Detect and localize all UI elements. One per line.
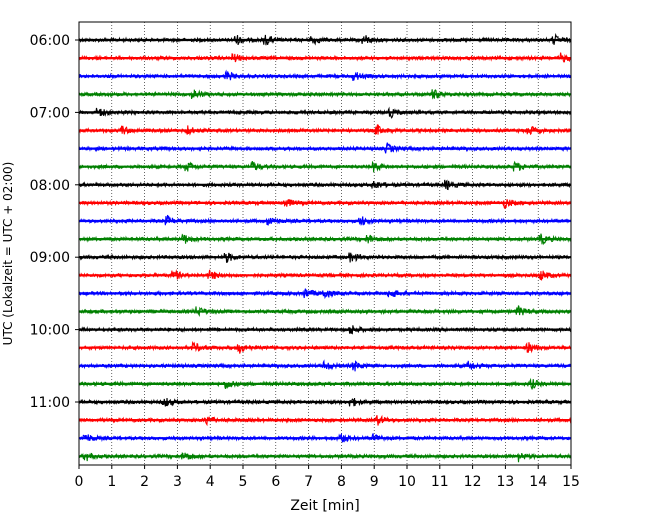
seismic-trace — [78, 89, 572, 100]
trace-line — [78, 305, 572, 317]
seismic-trace — [78, 52, 572, 63]
y-tick-label: 06:00 — [30, 33, 70, 49]
seismic-trace — [78, 69, 572, 82]
trace-layer — [78, 32, 572, 463]
seismic-trace — [78, 233, 572, 246]
seismic-trace — [78, 305, 572, 317]
x-tick-label: 13 — [496, 474, 514, 490]
seismic-trace — [78, 199, 572, 210]
y-tick-label: 07:00 — [30, 105, 70, 121]
x-axis: 0 1 2 3 4 5 6 7 8 9 10 11 12 13 14 15 — [75, 465, 580, 490]
seismic-trace — [78, 377, 572, 390]
x-tick-label: 1 — [107, 474, 116, 490]
plot-frame — [78, 21, 572, 466]
x-tick-label: 4 — [206, 474, 215, 490]
seismic-trace — [78, 142, 572, 154]
seismic-trace — [78, 214, 572, 226]
seismic-trace — [78, 179, 572, 191]
seismic-trace — [78, 452, 572, 463]
trace-line — [78, 199, 572, 210]
seismic-trace — [78, 160, 572, 173]
seismic-trace — [78, 288, 572, 300]
seismic-trace — [78, 32, 572, 46]
seismic-trace — [78, 124, 572, 136]
x-axis-label: Zeit [min] — [290, 498, 359, 514]
trace-line — [78, 452, 572, 463]
y-tick-label: 11:00 — [30, 395, 70, 411]
y-tick-label: 10:00 — [30, 323, 70, 339]
grid-lines — [111, 22, 539, 465]
x-tick-label: 6 — [271, 474, 280, 490]
seismic-trace — [78, 432, 572, 443]
seismic-trace — [78, 325, 572, 335]
seismic-trace — [78, 268, 572, 281]
x-tick-label: 12 — [464, 474, 482, 490]
x-tick-label: 15 — [562, 474, 580, 490]
seismic-trace — [78, 106, 572, 119]
seismic-trace — [78, 414, 572, 427]
x-tick-label: 3 — [173, 474, 182, 490]
x-tick-label: 10 — [398, 474, 416, 490]
x-tick-label: 11 — [431, 474, 449, 490]
y-axis: 06:00 07:00 08:00 09:00 10:00 11:00 — [30, 33, 79, 411]
x-tick-label: 5 — [239, 474, 248, 490]
x-tick-label: 9 — [370, 474, 379, 490]
seismic-trace — [78, 252, 572, 264]
seismic-trace — [78, 397, 572, 407]
x-tick-label: 0 — [75, 474, 84, 490]
seismic-trace — [78, 359, 572, 372]
y-axis-label: UTC (Lokalzeit = UTC + 02:00) — [1, 162, 15, 346]
x-tick-label: 2 — [140, 474, 149, 490]
x-tick-label: 8 — [337, 474, 346, 490]
y-tick-label: 09:00 — [30, 250, 70, 266]
x-tick-label: 14 — [529, 474, 547, 490]
y-tick-label: 08:00 — [30, 178, 70, 194]
x-tick-label: 7 — [304, 474, 313, 490]
seismic-trace — [78, 341, 572, 354]
